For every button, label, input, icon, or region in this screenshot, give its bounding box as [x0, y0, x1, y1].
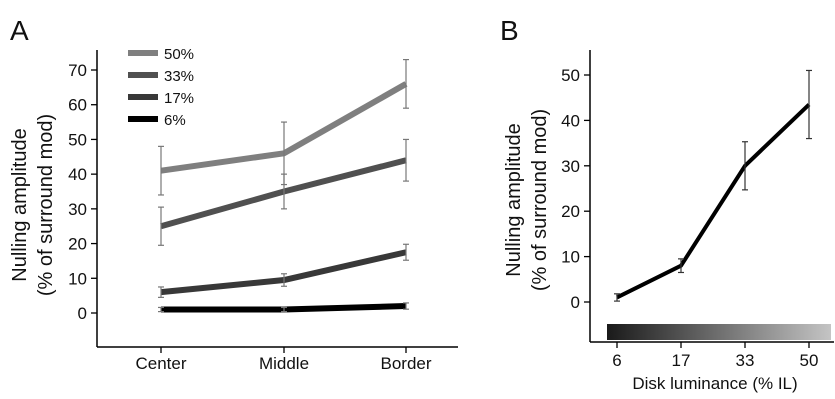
panel-b-xlabel: Disk luminance (% IL)	[632, 374, 797, 393]
panel-a-y-tick-label: 40	[68, 165, 87, 184]
panel-a-x-tick-label: Center	[135, 354, 186, 373]
panel-b-x-tick-label: 33	[736, 351, 755, 370]
panel-a-legend-label: 33%	[164, 68, 194, 85]
panel-a-y-ticks: 0 10 20 30 40 50 60 70	[68, 61, 97, 323]
panel-a: A Nulling amplitude (% of surround mod) …	[9, 15, 458, 373]
panel-b-x-tick-label: 50	[800, 351, 819, 370]
panel-b-y-tick-label: 10	[561, 248, 580, 267]
panel-b-y-tick-label: 0	[571, 293, 580, 312]
panel-b-x-ticks: 6 17 33 50	[612, 342, 818, 370]
panel-b-x-tick-label: 6	[612, 351, 621, 370]
panel-b-y-ticks: 0 10 20 30 40 50	[561, 66, 590, 312]
panel-a-x-ticks: Center Middle Border	[135, 347, 432, 373]
panel-a-y-tick-label: 20	[68, 235, 87, 254]
panel-b-x-tick-label: 17	[672, 351, 691, 370]
panel-b-series	[614, 69, 812, 302]
panel-b-ylabel-line1: Nulling amplitude	[503, 123, 525, 276]
panel-a-legend-label: 50%	[164, 46, 194, 63]
panel-a-y-tick-label: 60	[68, 96, 87, 115]
panel-b-series-line-0	[616, 103, 811, 300]
panel-b-y-tick-label: 20	[561, 202, 580, 221]
panel-a-series	[158, 58, 409, 313]
panel-b-y-tick-label: 30	[561, 157, 580, 176]
panel-a-x-tick-label: Border	[380, 354, 431, 373]
panel-b-label: B	[500, 15, 519, 46]
panel-a-label: A	[10, 15, 29, 46]
panel-a-y-tick-label: 50	[68, 130, 87, 149]
luminance-gradient-bar	[607, 324, 831, 340]
panel-a-y-tick-label: 70	[68, 61, 87, 80]
panel-a-y-tick-label: 10	[68, 269, 87, 288]
panel-a-y-tick-label: 30	[68, 200, 87, 219]
panel-a-legend-label: 6%	[164, 112, 186, 129]
panel-a-x-tick-label: Middle	[259, 354, 309, 373]
panel-b: B Nulling amplitude (% of surround mod) …	[500, 15, 834, 393]
panel-a-ylabel-line1: Nulling amplitude	[9, 128, 31, 281]
panel-a-ylabel-line2: (% of surround mod)	[35, 114, 57, 296]
panel-a-y-tick-label: 0	[78, 304, 87, 323]
panel-b-ylabel-line2: (% of surround mod)	[529, 109, 551, 291]
panel-b-y-tick-label: 40	[561, 111, 580, 130]
panel-b-y-tick-label: 50	[561, 66, 580, 85]
panel-a-legend-label: 17%	[164, 90, 194, 107]
panel-a-legend: 50% 33% 17% 6%	[128, 46, 194, 129]
